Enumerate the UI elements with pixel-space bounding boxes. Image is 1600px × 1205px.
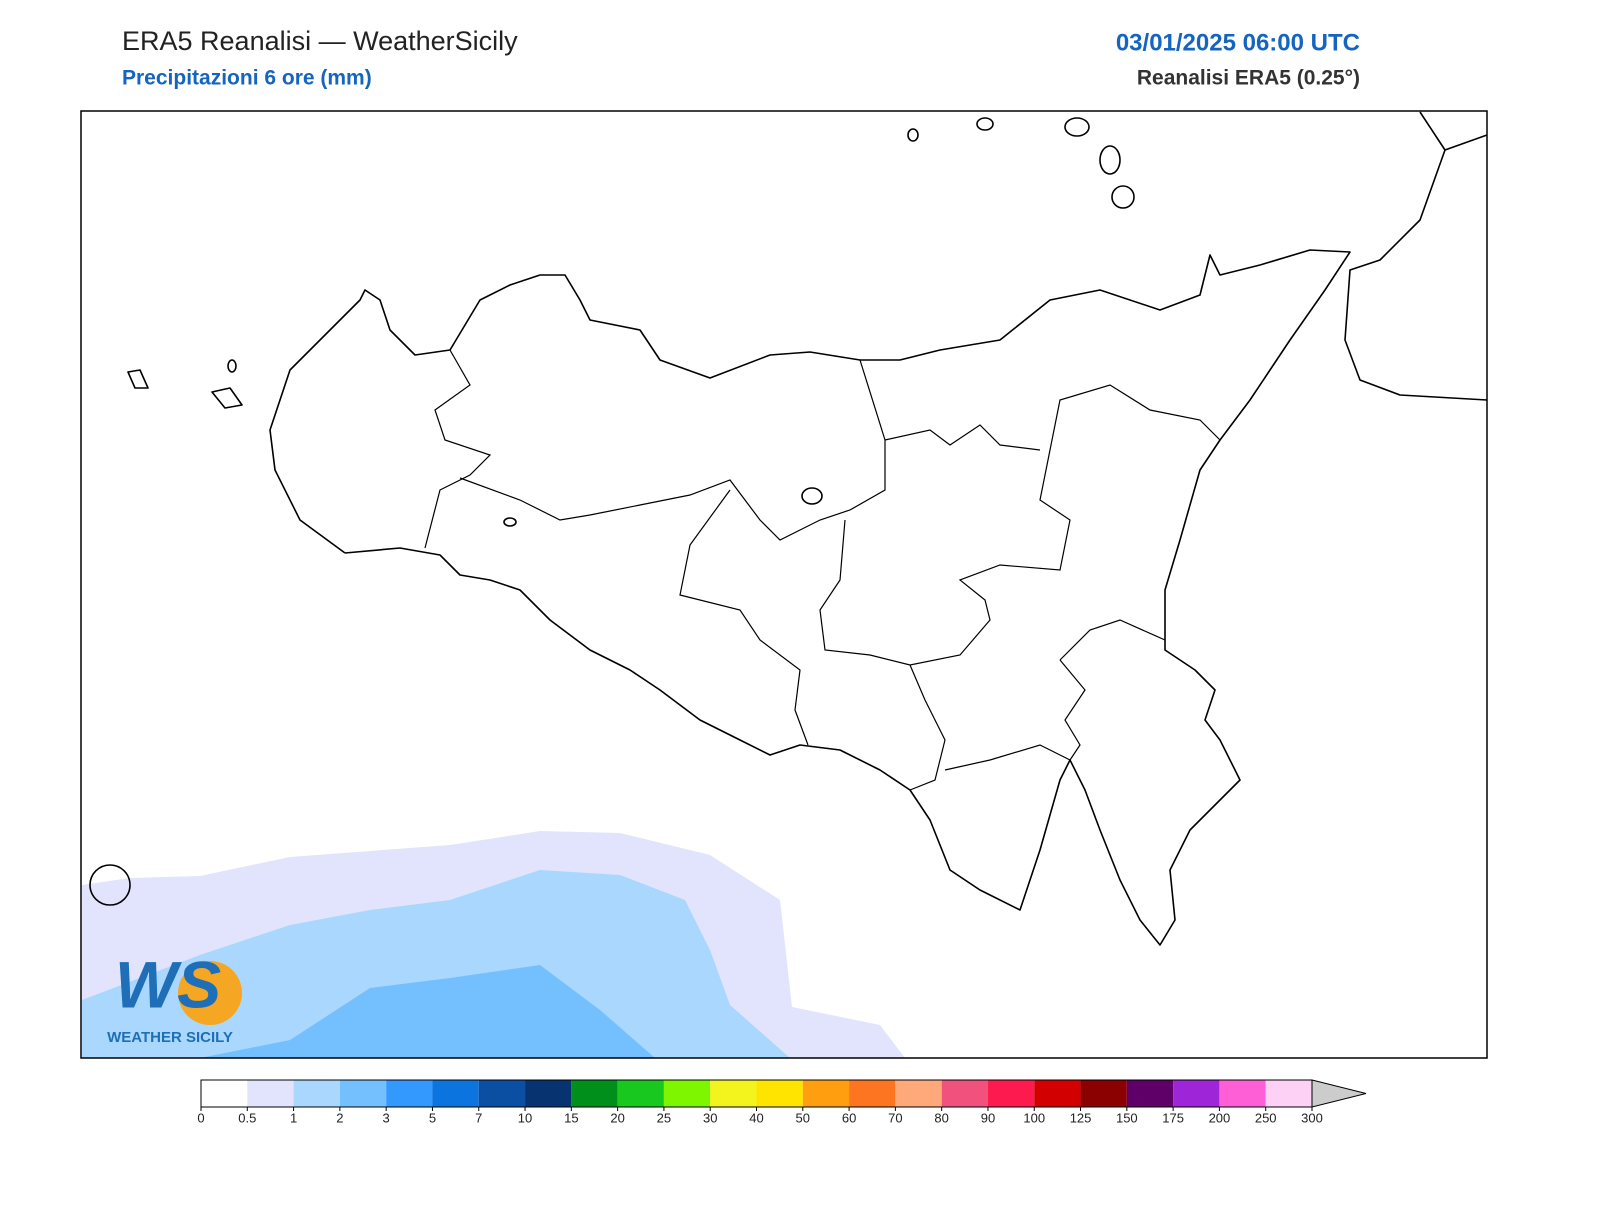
province-border — [1059, 619, 1166, 661]
colorbar-segment — [802, 1080, 850, 1107]
colorbar-tick-label: 25 — [657, 1110, 671, 1125]
colorbar-segment — [386, 1080, 433, 1107]
colorbar-segment — [1034, 1080, 1081, 1107]
colorbar-tick-label: 70 — [888, 1110, 902, 1125]
colorbar-tick-label: 50 — [796, 1110, 810, 1125]
colorbar-extension — [1311, 1079, 1367, 1108]
calabria-coast — [1444, 134, 1488, 151]
colorbar-segment — [1265, 1080, 1312, 1107]
colorbar-tick-label: 150 — [1116, 1110, 1138, 1125]
colorbar-segment — [895, 1080, 942, 1107]
colorbar-segment — [525, 1080, 572, 1107]
province-border — [819, 384, 1221, 666]
colorbar-tick-label: 100 — [1023, 1110, 1045, 1125]
colorbar-tick-label: 250 — [1255, 1110, 1277, 1125]
colorbar-segment — [987, 1080, 1035, 1107]
map — [80, 110, 1488, 1059]
colorbar-tick-label: 10 — [518, 1110, 532, 1125]
precip-area — [200, 965, 655, 1058]
colorbar-segment — [756, 1080, 803, 1107]
colorbar-tick-label: 40 — [749, 1110, 763, 1125]
colorbar-segment — [849, 1080, 896, 1107]
source: Reanalisi ERA5 (0.25°) — [1137, 67, 1360, 90]
colorbar-segment — [432, 1080, 479, 1107]
island — [89, 864, 131, 906]
logo-sun — [178, 961, 242, 1025]
map-frame — [80, 110, 1488, 1059]
logo: WS WEATHER SICILY — [107, 947, 242, 1046]
colorbar-tick-label: 5 — [429, 1110, 436, 1125]
colorbar-tick-label: 125 — [1070, 1110, 1092, 1125]
island — [907, 128, 919, 142]
colorbar-tick-label: 80 — [934, 1110, 948, 1125]
colorbar-segment — [617, 1080, 664, 1107]
province-border — [909, 664, 946, 791]
precip-area — [82, 870, 790, 1058]
colorbar-segment — [663, 1080, 711, 1107]
colorbar-tick-label: 175 — [1162, 1110, 1184, 1125]
colorbar-tick-label: 0.5 — [238, 1110, 256, 1125]
island — [503, 517, 517, 527]
island — [976, 117, 994, 131]
colorbar-segment — [1219, 1080, 1266, 1107]
logo-initials: WS — [115, 947, 221, 1021]
colorbar-tick-label: 3 — [383, 1110, 390, 1125]
colorbar-tick-label: 300 — [1301, 1110, 1323, 1125]
province-border — [679, 489, 809, 746]
province-border — [424, 349, 492, 549]
colorbar-tick-label: 30 — [703, 1110, 717, 1125]
colorbar-tick-label: 2 — [336, 1110, 343, 1125]
subtitle: Precipitazioni 6 ore (mm) — [122, 67, 372, 90]
colorbar-segment — [201, 1080, 248, 1107]
island — [1099, 145, 1121, 175]
island — [1111, 185, 1135, 209]
island — [1064, 117, 1090, 137]
sicily-coast — [269, 249, 1351, 946]
colorbar-segment — [710, 1080, 757, 1107]
colorbar-tick-label: 20 — [610, 1110, 624, 1125]
colorbar-tick-label: 0 — [197, 1110, 204, 1125]
colorbar-segment — [1126, 1080, 1174, 1107]
island — [801, 487, 823, 505]
colorbar-tick-label: 200 — [1209, 1110, 1231, 1125]
colorbar-tick-label: 7 — [475, 1110, 482, 1125]
colorbar-tick-label: 1 — [290, 1110, 297, 1125]
colorbar: 0 0.5 1 2 3 5 7 10 15 20 25 30 40 50 60 70 80 90 100 125 150… — [197, 1079, 1367, 1125]
title: ERA5 Reanalisi — WeatherSicily — [122, 26, 518, 56]
colorbar-segment — [571, 1080, 618, 1107]
colorbar-segment — [1173, 1080, 1220, 1107]
province-border — [944, 744, 1071, 771]
island — [227, 359, 237, 373]
colorbar-segment — [339, 1080, 387, 1107]
province-border — [884, 424, 1041, 451]
colorbar-tick-label: 90 — [981, 1110, 995, 1125]
colorbar-tick-label: 15 — [564, 1110, 578, 1125]
colorbar-segment — [247, 1080, 294, 1107]
colorbar-tick-label: 60 — [842, 1110, 856, 1125]
datetime: 03/01/2025 06:00 UTC — [1116, 29, 1360, 56]
calabria-coast — [1344, 111, 1488, 401]
colorbar-segment — [1080, 1080, 1127, 1107]
island — [211, 387, 243, 409]
colorbar-segment — [478, 1080, 526, 1107]
colorbar-segment — [293, 1080, 340, 1107]
province-border — [459, 359, 886, 541]
logo-name: WEATHER SICILY — [107, 1029, 233, 1046]
colorbar-segment — [941, 1080, 988, 1107]
island — [127, 369, 149, 389]
province-border — [1059, 659, 1086, 761]
